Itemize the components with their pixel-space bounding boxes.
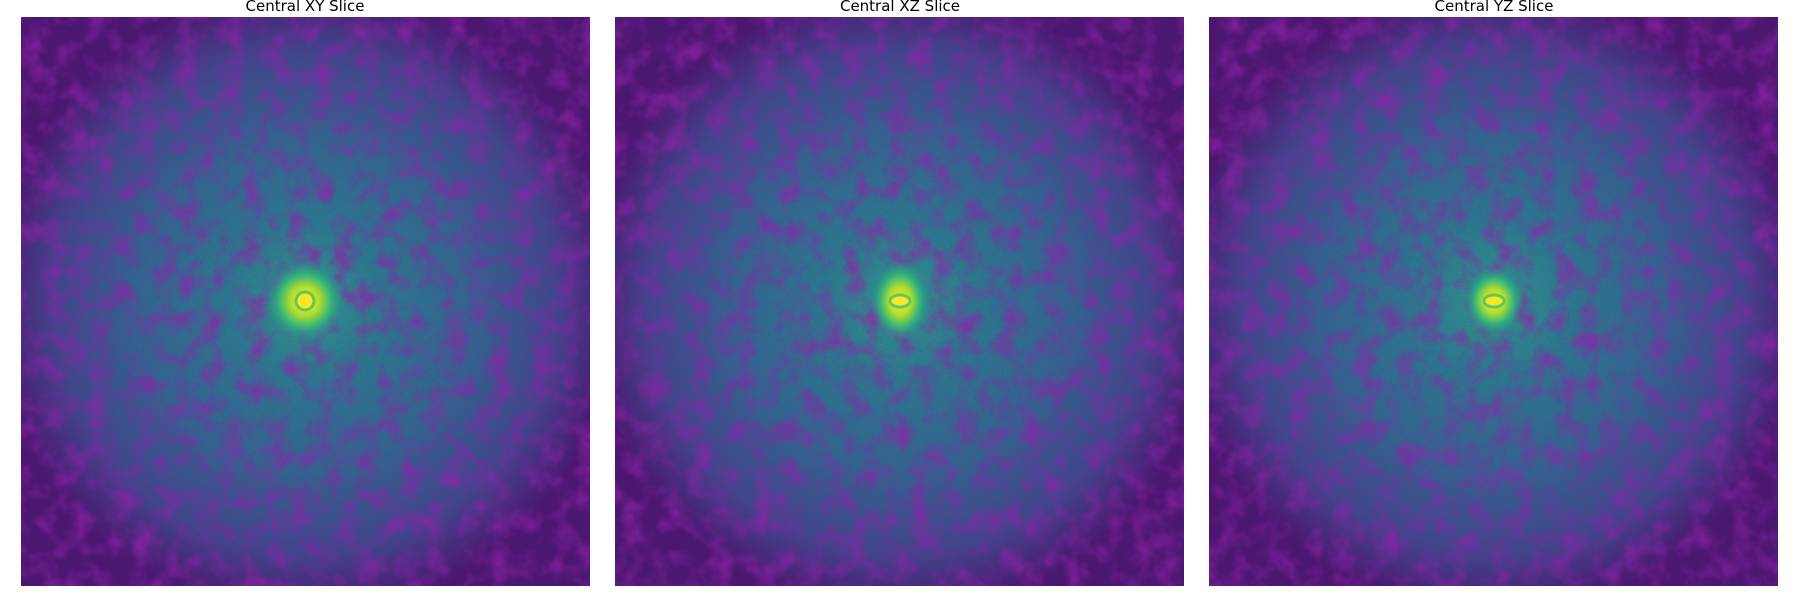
- panel-title: Central XY Slice: [246, 0, 365, 15]
- panel-yz: [1209, 17, 1778, 586]
- center-core: [1482, 293, 1506, 309]
- center-core: [294, 290, 316, 312]
- panel-xy: [21, 17, 590, 586]
- panel-xz: [615, 17, 1184, 586]
- panel-title: Central YZ Slice: [1435, 0, 1554, 15]
- center-core: [888, 293, 912, 309]
- panel-title: Central XZ Slice: [840, 0, 960, 15]
